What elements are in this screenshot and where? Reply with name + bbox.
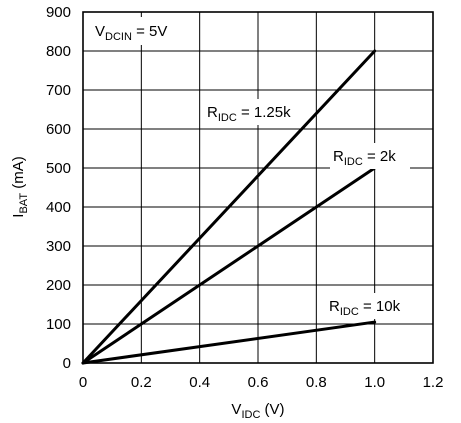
- x-tick-label: 0.8: [306, 374, 327, 391]
- series-label-0-text: RIDC = 1.25k: [207, 104, 291, 124]
- series-label-2-sub: IDC: [340, 306, 359, 318]
- series-label-1-sub: IDC: [344, 156, 363, 168]
- series-label-1: RIDC = 2k: [330, 143, 410, 169]
- annotation-background: [88, 17, 192, 45]
- annotation-text: VDCIN = 5V: [95, 23, 167, 43]
- x-axis-label-main: V: [231, 401, 241, 418]
- y-tick-label: 400: [46, 199, 71, 216]
- y-tick-label: 900: [46, 4, 71, 21]
- y-axis-label-suffix: (mA): [10, 156, 27, 193]
- x-axis-label: VIDC (V): [231, 401, 284, 421]
- x-tick-label: 0.4: [189, 374, 210, 391]
- y-tick-label: 200: [46, 277, 71, 294]
- x-axis-label-sub: IDC: [241, 409, 260, 421]
- series-lines: [81, 49, 377, 365]
- y-tick-label: 0: [63, 355, 71, 372]
- series-label-2-suffix: = 10k: [359, 298, 401, 315]
- y-tick-label: 700: [46, 82, 71, 99]
- series-label-0-main: R: [207, 104, 218, 121]
- series-label-0-background: [205, 99, 303, 125]
- y-axis-label-sub: BAT: [18, 193, 30, 214]
- annotation-sub: DCIN: [105, 31, 132, 43]
- y-tick-label: 600: [46, 121, 71, 138]
- series-label-0-sub: IDC: [218, 112, 237, 124]
- series-label-1-background: [330, 143, 410, 169]
- series-line-0: [81, 49, 377, 365]
- series-label-2-main: R: [329, 298, 340, 315]
- x-axis-label-suffix: (V): [260, 401, 284, 418]
- series-label-1-suffix: = 2k: [363, 148, 396, 165]
- x-tick-label: 0.6: [248, 374, 269, 391]
- x-tick-label: 1.2: [423, 374, 444, 391]
- y-tick-label: 300: [46, 238, 71, 255]
- series-label-2-text: RIDC = 10k: [329, 298, 401, 318]
- series-label-0: RIDC = 1.25k: [205, 99, 303, 125]
- y-axis-label-main: I: [10, 214, 27, 218]
- annotation-suffix: = 5V: [132, 23, 167, 40]
- y-tick-label: 500: [46, 160, 71, 177]
- y-tick-labels: 0 100 200 300 400 500 600 700 800 900: [46, 4, 71, 372]
- series-label-2: RIDC = 10k: [326, 293, 414, 319]
- annotation-main: V: [95, 23, 105, 40]
- plot-frame: [82, 11, 434, 364]
- series-line-2: [81, 320, 377, 365]
- x-tick-label: 0.2: [131, 374, 152, 391]
- x-tick-label: 1.0: [364, 374, 385, 391]
- y-axis-label: IBAT (mA): [10, 156, 30, 217]
- series-line-1: [81, 166, 377, 365]
- series-label-1-main: R: [333, 148, 344, 165]
- y-tick-label: 100: [46, 316, 71, 333]
- x-tick-label: 0: [79, 374, 87, 391]
- series-label-0-suffix: = 1.25k: [237, 104, 291, 121]
- y-tick-label: 800: [46, 43, 71, 60]
- series-label-1-text: RIDC = 2k: [333, 148, 396, 168]
- series-label-2-background: [326, 293, 414, 319]
- x-tick-labels: 0 0.2 0.4 0.6 0.8 1.0 1.2: [79, 374, 444, 391]
